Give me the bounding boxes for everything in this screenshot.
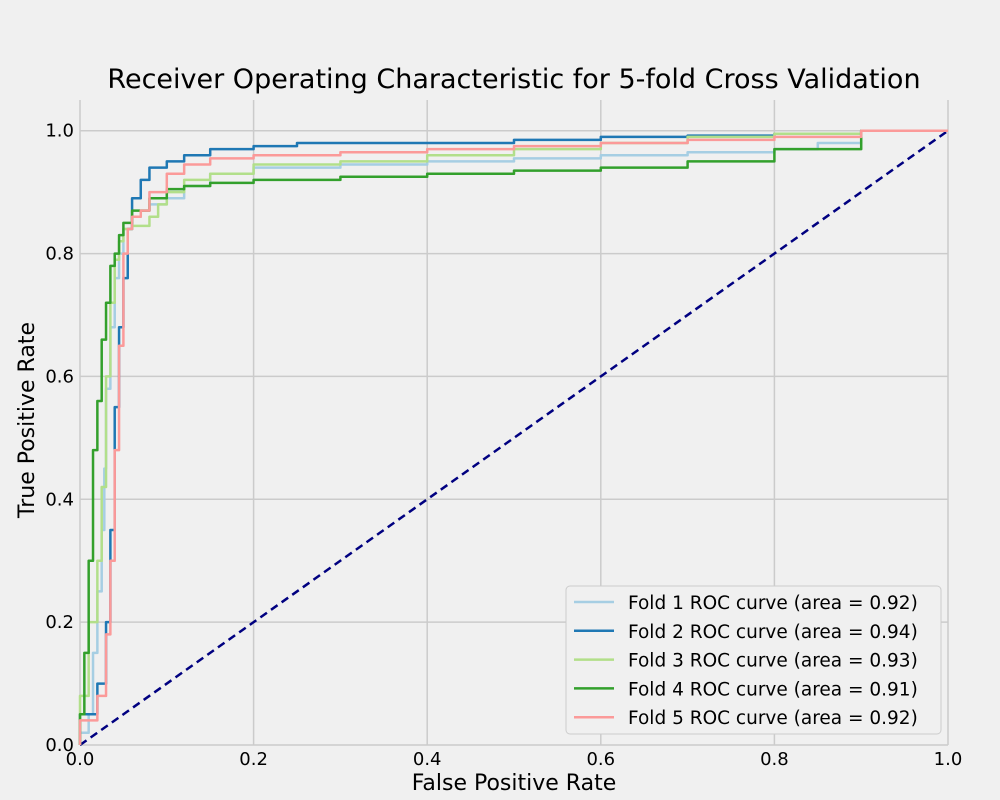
chart-title: Receiver Operating Characteristic for 5-… — [107, 64, 920, 95]
y-tick-label: 0.8 — [45, 244, 74, 265]
x-tick-label: 0.8 — [760, 749, 789, 770]
y-tick-label: 0.2 — [45, 612, 74, 633]
y-tick-label: 0.0 — [45, 735, 74, 756]
y-tick-label: 0.6 — [45, 366, 74, 387]
legend: Fold 1 ROC curve (area = 0.92) Fold 2 ROC… — [565, 585, 942, 735]
legend-entry: Fold 2 ROC curve (area = 0.94) — [628, 622, 918, 643]
y-tick-labels: 0.0 0.2 0.4 0.6 0.8 1.0 — [45, 121, 74, 756]
y-axis-label: True Positive Rate — [15, 322, 40, 519]
y-tick-label: 0.4 — [45, 489, 74, 510]
x-tick-labels: 0.0 0.2 0.4 0.6 0.8 1.0 — [66, 749, 963, 770]
y-tick-label: 1.0 — [45, 121, 74, 142]
x-tick-label: 0.2 — [239, 749, 268, 770]
legend-entry: Fold 5 ROC curve (area = 0.92) — [628, 708, 918, 729]
legend-entry: Fold 4 ROC curve (area = 0.91) — [628, 679, 918, 700]
legend-entry: Fold 3 ROC curve (area = 0.93) — [628, 651, 918, 672]
reference-diagonal-line — [79, 129, 949, 747]
reference-line-group — [79, 129, 949, 747]
x-tick-label: 0.6 — [586, 749, 615, 770]
legend-box — [565, 585, 942, 735]
x-axis-label: False Positive Rate — [412, 771, 616, 796]
grid-lines — [79, 100, 949, 746]
roc-curves — [78, 129, 948, 745]
x-tick-label: 1.0 — [934, 749, 963, 770]
roc-curve-fold-5 — [78, 129, 948, 745]
legend-entry: Fold 1 ROC curve (area = 0.92) — [628, 593, 918, 614]
roc-curve-fold-2 — [78, 129, 948, 745]
x-tick-label: 0.0 — [66, 749, 95, 770]
x-tick-label: 0.4 — [413, 749, 442, 770]
